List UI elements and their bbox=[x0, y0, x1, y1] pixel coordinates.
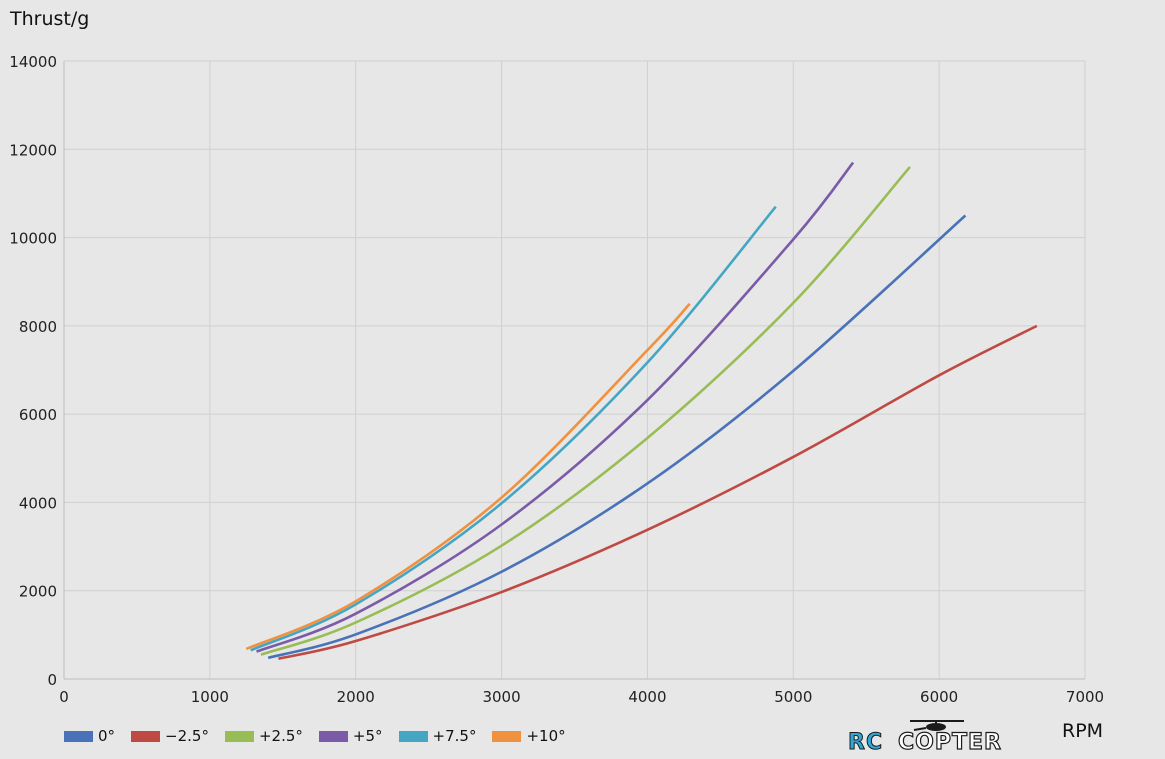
brand-copter-text: COPTER bbox=[897, 729, 1002, 755]
legend-swatch bbox=[398, 730, 428, 742]
x-tick-label: 5000 bbox=[774, 688, 812, 706]
series-line-3 bbox=[256, 161, 855, 653]
legend-label: −2.5° bbox=[165, 727, 209, 745]
x-tick-label: 2000 bbox=[337, 688, 375, 706]
x-tick-label: 7000 bbox=[1066, 688, 1104, 706]
legend-label: +7.5° bbox=[432, 727, 477, 745]
x-tick-label: 3000 bbox=[482, 688, 520, 706]
grid bbox=[64, 60, 1086, 679]
y-tick-label: 6000 bbox=[19, 406, 57, 424]
y-tick-label: 14000 bbox=[9, 53, 57, 71]
legend-swatch bbox=[492, 730, 522, 742]
plot-area bbox=[64, 61, 1085, 679]
y-tick-label: 10000 bbox=[9, 230, 57, 248]
y-tick-label: 0 bbox=[47, 671, 57, 689]
legend-item-3: +5° bbox=[318, 727, 383, 745]
axes bbox=[63, 61, 1085, 680]
legend-item-5: +10° bbox=[492, 727, 566, 745]
y-tick-label: 8000 bbox=[19, 318, 57, 336]
y-axis-title: Thrust/g bbox=[10, 8, 90, 30]
series-line-4 bbox=[250, 205, 777, 652]
helicopter-icon bbox=[910, 720, 964, 731]
legend-swatch bbox=[224, 730, 254, 742]
x-tick-label: 4000 bbox=[628, 688, 666, 706]
series-line-0 bbox=[267, 214, 967, 660]
y-tick-label: 12000 bbox=[9, 141, 57, 159]
x-tick-label: 0 bbox=[59, 688, 69, 706]
legend-label: 0° bbox=[98, 727, 116, 745]
series-line-5 bbox=[245, 302, 691, 651]
legend-swatch bbox=[64, 730, 93, 742]
series-line-2 bbox=[260, 166, 911, 656]
legend-label: +10° bbox=[526, 727, 566, 745]
legend-label: +5° bbox=[352, 727, 383, 745]
legend-label: +2.5° bbox=[258, 727, 303, 745]
legend: 0° −2.5° +2.5° +5° +7.5° +10° bbox=[64, 727, 582, 745]
legend-item-2: +2.5° bbox=[224, 727, 303, 745]
legend-swatch bbox=[318, 730, 348, 742]
legend-item-4: +7.5° bbox=[398, 727, 477, 745]
x-tick-label: 1000 bbox=[191, 688, 229, 706]
series-line-1 bbox=[278, 324, 1038, 660]
y-tick-label: 4000 bbox=[19, 494, 57, 512]
legend-swatch bbox=[131, 730, 161, 742]
x-tick-label: 6000 bbox=[920, 688, 958, 706]
x-axis-title: RPM bbox=[1062, 720, 1104, 742]
y-tick-label: 2000 bbox=[19, 583, 57, 601]
legend-item-1: −2.5° bbox=[131, 727, 209, 745]
brand-logo: RC COPTER bbox=[846, 718, 1022, 756]
brand-rc-text: RC bbox=[847, 730, 884, 756]
legend-item-0: 0° bbox=[64, 727, 115, 745]
series-lines bbox=[245, 161, 1038, 660]
tick-labels: 0 1000 2000 3000 4000 5000 6000 7000 0 2000 4000 60… bbox=[9, 53, 1104, 706]
